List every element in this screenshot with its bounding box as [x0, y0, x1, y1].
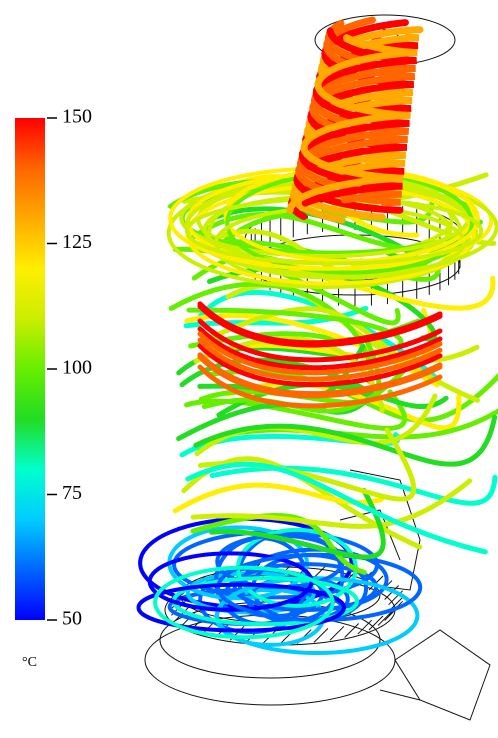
flow-geometry	[139, 15, 498, 720]
colorbar-unit: °C	[22, 655, 37, 670]
colorbar-tick-label: 125	[62, 231, 92, 253]
visualization: °C 50 75 100 125 150	[0, 0, 498, 738]
streamlines	[139, 20, 498, 653]
colorbar-tick-label: 150	[62, 106, 92, 128]
page: {"colorbar": {"range": [50, 150], "ticks…	[0, 0, 498, 738]
colorbar-tick-label: 75	[62, 482, 82, 504]
colorbar-tick-label: 100	[62, 357, 92, 379]
colorbar-tick-label: 50	[62, 608, 82, 630]
colorbar: °C 50 75 100 125 150	[15, 106, 92, 670]
wireframe	[380, 630, 490, 720]
wireframe	[330, 626, 344, 640]
colorbar-gradient	[15, 118, 45, 620]
